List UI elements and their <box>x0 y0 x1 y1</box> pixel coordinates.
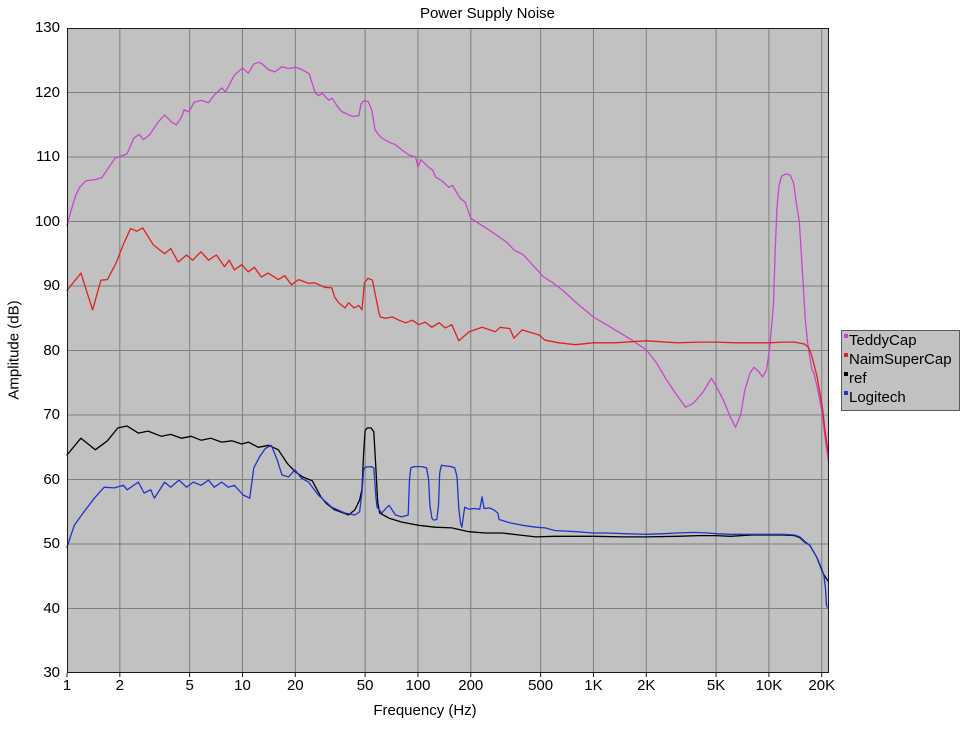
x-tick-label: 200 <box>458 677 484 694</box>
x-tick-label: 1K <box>584 677 603 694</box>
y-tick-label: 90 <box>43 277 60 294</box>
x-tick-label: 50 <box>356 677 374 694</box>
chart-title: Power Supply Noise <box>419 5 556 22</box>
series-line-TeddyCap <box>66 61 829 463</box>
x-tick-label: 20 <box>286 677 304 694</box>
legend-item-NaimSuperCap: NaimSuperCap <box>844 351 959 370</box>
legend-label: TeddyCap <box>849 332 917 349</box>
legend-label: ref <box>849 370 867 387</box>
y-tick-label: 120 <box>34 83 60 101</box>
x-tick-label: 5K <box>706 677 726 694</box>
y-tick-label: 80 <box>43 341 60 359</box>
series-line-Logitech <box>66 444 828 608</box>
x-tick-label: 10K <box>755 677 783 694</box>
x-tick-label: 2K <box>637 677 656 694</box>
y-tick-label: 130 <box>34 19 60 36</box>
legend-marker-icon <box>844 372 848 376</box>
legend-item-ref: ref <box>844 370 959 389</box>
legend-marker-icon <box>844 334 848 338</box>
y-tick-label: 30 <box>43 664 60 681</box>
series-line-ref <box>66 425 829 583</box>
legend-label: Logitech <box>849 389 906 406</box>
x-tick-label: 500 <box>528 677 554 694</box>
x-tick-label: 5 <box>185 677 194 694</box>
x-tick-label: 10 <box>234 677 251 694</box>
x-tick-label: 2 <box>115 677 124 694</box>
legend-item-TeddyCap: TeddyCap <box>844 332 959 351</box>
legend: TeddyCap NaimSuperCap ref Logitech <box>841 330 960 411</box>
y-tick-label: 40 <box>43 599 60 617</box>
y-tick-label: 70 <box>43 406 60 423</box>
y-tick-label: 50 <box>43 535 60 552</box>
y-tick-label: 60 <box>43 470 60 488</box>
y-tick-label: 100 <box>34 212 60 230</box>
legend-marker-icon <box>844 391 848 395</box>
y-tick-label: 110 <box>36 148 60 165</box>
series-line-NaimSuperCap <box>66 227 829 455</box>
legend-item-Logitech: Logitech <box>844 389 959 408</box>
plot-area <box>66 28 829 677</box>
x-tick-label: 100 <box>405 677 431 694</box>
legend-label: NaimSuperCap <box>849 351 952 368</box>
x-tick-label: 1 <box>62 677 72 694</box>
x-tick-label: 20K <box>808 677 836 694</box>
legend-marker-icon <box>844 353 848 357</box>
x-axis-title: Frequency (Hz) <box>373 702 477 719</box>
plot-border <box>67 28 829 673</box>
